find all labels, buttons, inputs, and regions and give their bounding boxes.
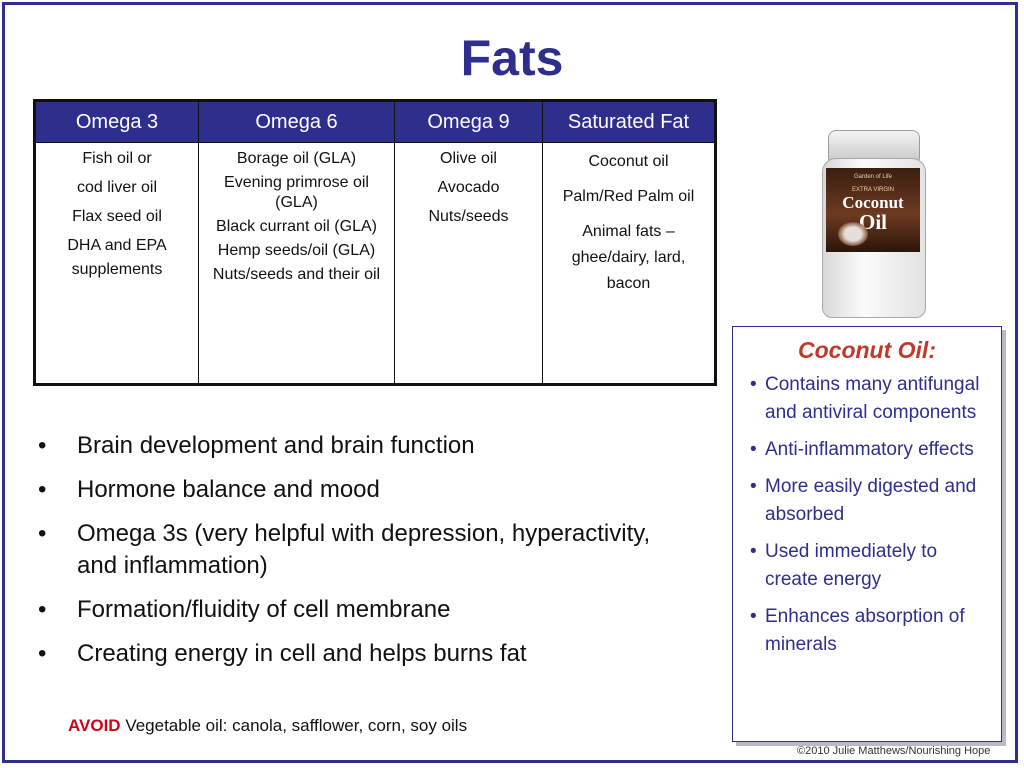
bullet-icon: • bbox=[38, 432, 47, 459]
list-item: • Creating energy in cell and helps burns… bbox=[38, 638, 658, 670]
cell-item: Palm/Red Palm oil bbox=[562, 188, 695, 205]
saturated-fat-cell: Coconut oil Palm/Red Palm oil Animal fat… bbox=[542, 142, 716, 385]
bullet-icon: • bbox=[750, 606, 757, 627]
list-item: • Enhances absorption of minerals bbox=[741, 603, 993, 659]
omega-9-cell: Olive oil Avocado Nuts/seeds bbox=[394, 142, 543, 385]
list-item-text: Contains many antifungal and antiviral c… bbox=[765, 374, 980, 423]
list-item: • Hormone balance and mood bbox=[38, 474, 658, 506]
table-header-row: Omega 3 Omega 6 Omega 9 Saturated Fat bbox=[34, 100, 716, 143]
list-item-text: Used immediately to create energy bbox=[765, 541, 938, 590]
slide-title: Fats bbox=[460, 30, 564, 86]
avoid-text: Vegetable oil: canola, safflower, corn, … bbox=[125, 716, 468, 735]
list-item-text: More easily digested and absorbed bbox=[765, 476, 977, 525]
cell-item: Borage oil (GLA) bbox=[236, 150, 357, 167]
bullet-icon: • bbox=[38, 520, 47, 547]
coconut-oil-callout: Coconut Oil: • Contains many antifungal a… bbox=[732, 326, 1002, 742]
bullet-icon: • bbox=[38, 476, 47, 503]
list-item: • Contains many antifungal and antiviral … bbox=[741, 371, 993, 427]
callout-list: • Contains many antifungal and antiviral … bbox=[741, 371, 993, 659]
jar-label: Garden of Life EXTRA VIRGIN Coconut Oil bbox=[826, 168, 920, 252]
coconut-oil-jar-image: Garden of Life EXTRA VIRGIN Coconut Oil bbox=[822, 130, 926, 318]
bullet-icon: • bbox=[38, 640, 47, 667]
table-row: Fish oil or cod liver oil Flax seed oil … bbox=[34, 142, 716, 385]
bullet-icon: • bbox=[750, 439, 757, 460]
jar-name-line1: Coconut bbox=[842, 193, 904, 212]
fats-table: Omega 3 Omega 6 Omega 9 Saturated Fat Fi… bbox=[33, 99, 717, 386]
copyright-footer: ©2010 Julie Matthews/Nourishing Hope bbox=[797, 745, 991, 757]
list-item: • Used immediately to create energy bbox=[741, 538, 993, 594]
cell-item: Coconut oil bbox=[588, 153, 669, 170]
list-item: • More easily digested and absorbed bbox=[741, 473, 993, 529]
list-item-text: Enhances absorption of minerals bbox=[765, 606, 965, 655]
header-omega-6: Omega 6 bbox=[198, 100, 395, 143]
cell-item: DHA and EPA bbox=[67, 237, 167, 254]
benefits-list: • Brain development and brain function • H… bbox=[38, 430, 658, 682]
cell-item: Hemp seeds/oil (GLA) bbox=[217, 242, 376, 259]
avoid-label: AVOID bbox=[68, 716, 121, 735]
bullet-icon: • bbox=[750, 476, 757, 497]
list-item-text: Brain development and brain function bbox=[77, 432, 475, 459]
bullet-icon: • bbox=[750, 374, 757, 395]
bullet-icon: • bbox=[750, 541, 757, 562]
list-item-text: Hormone balance and mood bbox=[77, 476, 380, 503]
cell-item: Evening primrose oil (GLA) bbox=[224, 174, 369, 211]
list-item-text: Anti-inflammatory effects bbox=[765, 439, 974, 460]
list-item: • Formation/fluidity of cell membrane bbox=[38, 594, 658, 626]
omega-3-cell: Fish oil or cod liver oil Flax seed oil … bbox=[34, 142, 199, 385]
header-omega-3: Omega 3 bbox=[34, 100, 199, 143]
jar-brand: Garden of Life bbox=[853, 174, 893, 180]
avoid-note: AVOID Vegetable oil: canola, safflower, … bbox=[68, 716, 467, 736]
bullet-icon: • bbox=[38, 596, 47, 623]
coconut-icon bbox=[838, 222, 868, 246]
cell-item: Fish oil or bbox=[82, 150, 152, 167]
cell-item: Nuts/seeds and their oil bbox=[212, 266, 381, 283]
list-item: • Omega 3s (very helpful with depression,… bbox=[38, 518, 658, 582]
omega-6-cell: Borage oil (GLA) Evening primrose oil (G… bbox=[198, 142, 395, 385]
cell-item: Animal fats – ghee/dairy, lard, bacon bbox=[571, 223, 686, 292]
header-omega-9: Omega 9 bbox=[394, 100, 543, 143]
list-item-text: Formation/fluidity of cell membrane bbox=[77, 596, 451, 623]
cell-item: Black currant oil (GLA) bbox=[216, 218, 377, 235]
cell-item: Nuts/seeds bbox=[428, 208, 509, 225]
jar-variant: EXTRA VIRGIN bbox=[851, 187, 894, 193]
cell-item: Flax seed oil bbox=[72, 208, 162, 225]
cell-item: Olive oil bbox=[440, 150, 497, 167]
cell-item: Avocado bbox=[437, 179, 500, 196]
list-item: • Brain development and brain function bbox=[38, 430, 658, 462]
header-saturated-fat: Saturated Fat bbox=[542, 100, 716, 143]
list-item: • Anti-inflammatory effects bbox=[741, 436, 993, 464]
callout-title: Coconut Oil: bbox=[798, 337, 936, 363]
list-item-text: Creating energy in cell and helps burns … bbox=[77, 640, 527, 667]
cell-item: supplements bbox=[71, 261, 163, 278]
list-item-text: Omega 3s (very helpful with depression, … bbox=[77, 520, 651, 579]
cell-item: cod liver oil bbox=[76, 179, 158, 196]
